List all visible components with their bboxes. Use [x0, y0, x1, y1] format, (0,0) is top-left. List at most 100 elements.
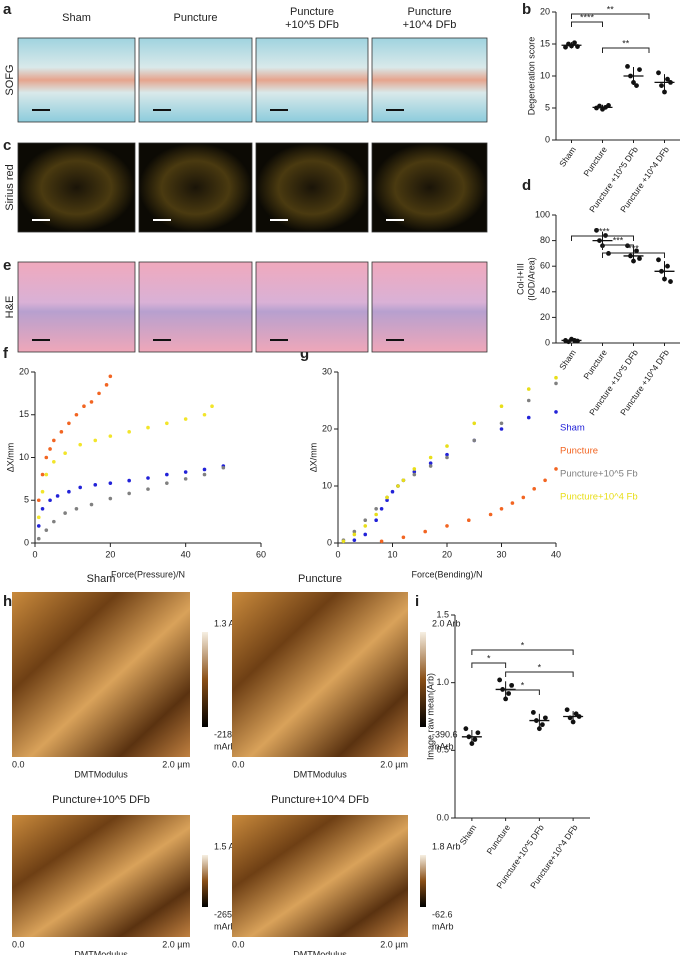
data-point: [637, 256, 642, 261]
afm-x-end: 2.0 µm: [162, 759, 190, 769]
data-point: [44, 455, 49, 460]
afm-x-start: 0.0: [12, 759, 25, 769]
x-axis-label: Force(Pressure)/N: [111, 569, 185, 579]
y-tick-label: 40: [540, 286, 550, 296]
data-point: [472, 438, 477, 443]
panel-letter: a: [3, 1, 12, 18]
data-point: [594, 227, 599, 233]
data-point: [104, 383, 109, 387]
data-point: [445, 455, 449, 460]
colorbar-min: -265.6: [214, 909, 240, 919]
data-point: [36, 498, 41, 503]
data-point: [202, 472, 207, 477]
micrograph: [17, 142, 136, 233]
y-tick-label: 0: [545, 337, 550, 347]
data-point: [352, 538, 357, 542]
y-tick-label: 1.5: [436, 609, 449, 619]
data-point: [526, 398, 531, 403]
afm-title: Puncture+10^4 DFb: [271, 794, 369, 806]
x-tick-label: Puncture: [484, 822, 512, 856]
x-tick-label: 20: [105, 549, 115, 559]
y-tick-label: 20: [19, 366, 29, 376]
afm-x-end: 2.0 µm: [380, 939, 408, 949]
x-tick-label: 20: [442, 549, 452, 559]
data-point: [48, 447, 52, 451]
data-point: [341, 539, 346, 544]
data-point: [510, 501, 515, 505]
row-label: SOFG: [4, 64, 16, 95]
micrograph: [371, 261, 488, 353]
data-point: [146, 425, 150, 430]
y-tick-label: 20: [540, 6, 550, 16]
significance-bracket: [505, 689, 540, 695]
colorbar-min: -62.6: [432, 909, 453, 919]
colorbar-max: 1.5 Arb: [214, 841, 243, 851]
panel-letter: f: [3, 345, 9, 362]
significance-label: **: [622, 38, 630, 48]
afm-x-label: DMTModulus: [293, 949, 347, 955]
data-point: [428, 455, 433, 460]
data-point: [89, 502, 94, 507]
data-point: [390, 489, 395, 494]
micrograph: [371, 142, 488, 233]
data-point: [543, 478, 547, 483]
data-point: [503, 696, 509, 702]
row-label: H&E: [4, 296, 16, 319]
data-point: [40, 472, 45, 477]
panel-letter: e: [3, 257, 11, 274]
data-point: [363, 524, 368, 528]
data-point: [210, 404, 214, 409]
micrograph: [255, 142, 369, 233]
y-tick-label: 20: [540, 312, 550, 322]
data-point: [412, 469, 417, 474]
data-point: [59, 430, 64, 434]
significance-label: *: [487, 653, 491, 663]
y-tick-label: 15: [540, 38, 550, 48]
x-tick-label: Sham: [557, 348, 578, 372]
colorbar-min: -218.7: [214, 729, 240, 739]
y-tick-label: 0: [327, 537, 332, 547]
data-point: [542, 715, 548, 721]
afm-image: [12, 815, 190, 937]
data-point: [603, 233, 608, 238]
data-point: [526, 387, 531, 391]
data-point: [659, 83, 664, 88]
afm-x-label: DMTModulus: [74, 949, 128, 955]
panel-letter: i: [415, 593, 419, 610]
data-point: [445, 444, 449, 448]
afm-title: Puncture: [298, 573, 342, 585]
significance-bracket: [602, 47, 650, 53]
data-point: [44, 528, 49, 532]
data-point: [374, 518, 378, 522]
significance-bracket: [602, 252, 665, 258]
panel-letter: g: [300, 345, 309, 362]
data-point: [67, 421, 71, 426]
afm-x-start: 0.0: [232, 939, 245, 949]
data-point: [554, 375, 558, 380]
significance-label: ***: [628, 243, 639, 253]
y-tick-label: 100: [535, 209, 550, 219]
column-header: Puncture: [407, 6, 451, 18]
data-point: [44, 472, 49, 477]
significance-label: ****: [595, 226, 610, 236]
data-point: [668, 279, 673, 284]
data-point: [401, 535, 406, 540]
afm-x-start: 0.0: [12, 939, 25, 949]
y-tick-label: 0: [24, 537, 29, 547]
colorbar: [202, 632, 208, 727]
data-point: [554, 410, 558, 414]
y-axis-label: ΔX/mm: [5, 443, 15, 473]
colorbar-max: 2.0 Arb: [432, 618, 461, 628]
data-point: [374, 507, 378, 511]
afm-x-end: 2.0 µm: [380, 759, 408, 769]
y-tick-label: 10: [322, 480, 332, 490]
significance-label: *: [538, 662, 542, 672]
y-tick-label: 0: [545, 134, 550, 144]
data-point: [146, 476, 150, 480]
micrograph: [17, 261, 136, 353]
data-point: [183, 417, 188, 421]
data-point: [36, 524, 41, 528]
x-tick-label: 30: [496, 549, 506, 559]
data-point: [656, 70, 661, 76]
data-point: [563, 44, 568, 50]
